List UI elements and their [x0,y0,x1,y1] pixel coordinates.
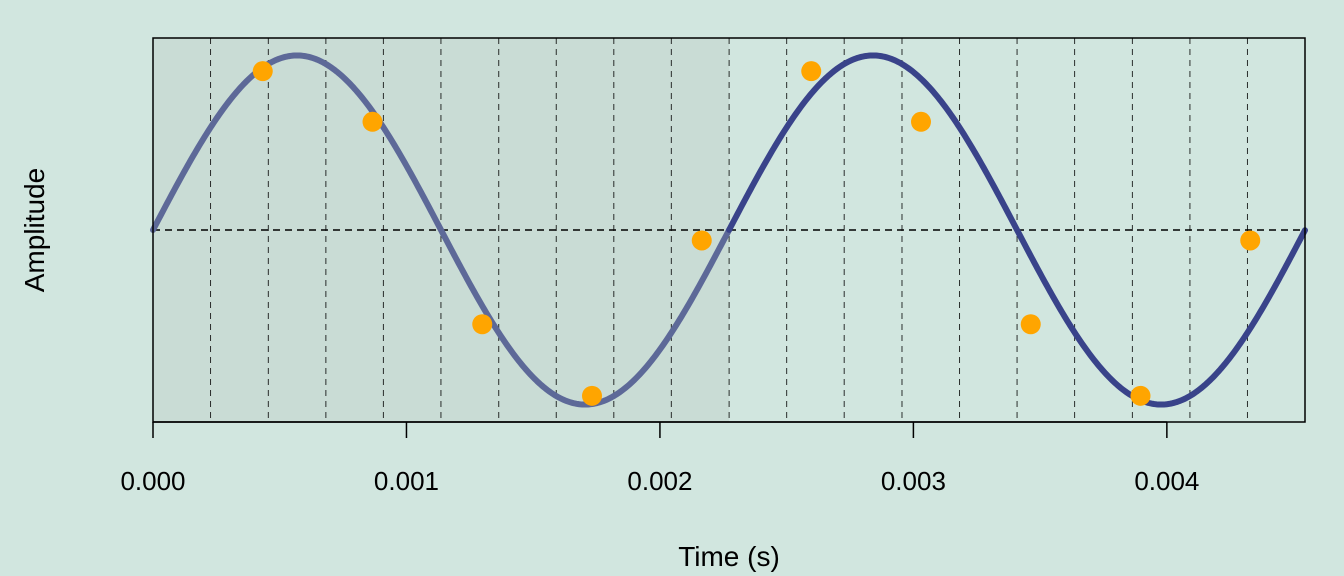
sample-point-2 [472,314,493,335]
wave-line [726,52,1308,408]
x-axis: 0.000 0.001 0.002 0.003 0.004 [120,421,1199,496]
sample-point-9 [1240,230,1261,251]
sample-point-5 [801,61,822,82]
x-axis-title: Time (s) [678,541,780,572]
x-tick-label-3: 0.003 [881,466,946,496]
x-tick-label-4: 0.004 [1134,466,1199,496]
wave-first-period [150,52,733,408]
sample-point-0 [252,61,273,82]
y-axis-title: Amplitude [19,168,50,293]
sample-point-4 [691,230,712,251]
sample-point-1 [362,111,383,132]
x-tick-label-2: 0.002 [627,466,692,496]
x-tick-label-1: 0.001 [374,466,439,496]
sample-point-6 [911,111,931,132]
x-tick-label-0: 0.000 [120,466,185,496]
sample-point-8 [1130,385,1151,406]
wave-layer [150,52,1308,408]
sample-point-3 [582,385,603,406]
sample-points-layer [252,61,1261,406]
sample-point-7 [1020,314,1041,335]
